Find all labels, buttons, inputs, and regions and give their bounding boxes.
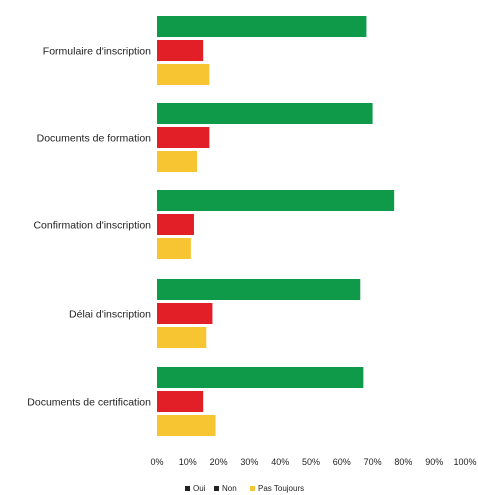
legend-swatch	[185, 486, 190, 491]
bar-oui	[157, 367, 364, 388]
x-tick-label: 100%	[453, 457, 476, 467]
bar-non	[157, 127, 210, 148]
legend: Oui Non Pas Toujours	[185, 484, 304, 493]
category-label: Formulaire d'inscription	[43, 46, 151, 58]
category-label: Documents de formation	[37, 133, 152, 145]
bar-non	[157, 214, 194, 235]
x-tick-label: 70%	[364, 457, 382, 467]
bar-non	[157, 40, 204, 61]
x-tick-label: 60%	[333, 457, 351, 467]
x-tick-label: 10%	[179, 457, 197, 467]
x-axis-ticks: 0% 10% 20% 30% 40% 50% 60% 70% 80% 90% 100%	[150, 457, 476, 467]
bar-non	[157, 391, 204, 412]
bar-oui	[157, 279, 361, 300]
x-tick-label: 90%	[425, 457, 443, 467]
x-tick-label: 40%	[271, 457, 289, 467]
bar-pas-toujours	[157, 64, 210, 85]
bar-pas-toujours	[157, 415, 216, 436]
category-label: Délai d'inscription	[69, 309, 151, 321]
bar-oui	[157, 103, 373, 124]
legend-label: Pas Toujours	[258, 484, 304, 493]
category-label: Confirmation d'inscription	[33, 220, 151, 232]
bar-non	[157, 303, 213, 324]
x-tick-label: 20%	[210, 457, 228, 467]
bar-pas-toujours	[157, 327, 207, 348]
bar-pas-toujours	[157, 238, 191, 259]
bar-pas-toujours	[157, 151, 198, 172]
bar-oui	[157, 16, 367, 37]
category-labels: Formulaire d'inscription Documents de for…	[27, 46, 151, 409]
bar-oui	[157, 190, 395, 211]
legend-swatch	[214, 486, 219, 491]
x-tick-label: 0%	[150, 457, 163, 467]
legend-swatch	[250, 486, 255, 491]
legend-label: Oui	[193, 484, 206, 493]
x-tick-label: 50%	[302, 457, 320, 467]
x-tick-label: 30%	[240, 457, 258, 467]
x-tick-label: 80%	[394, 457, 412, 467]
legend-label: Non	[222, 484, 237, 493]
bars	[157, 16, 395, 436]
category-label: Documents de certification	[27, 397, 151, 409]
